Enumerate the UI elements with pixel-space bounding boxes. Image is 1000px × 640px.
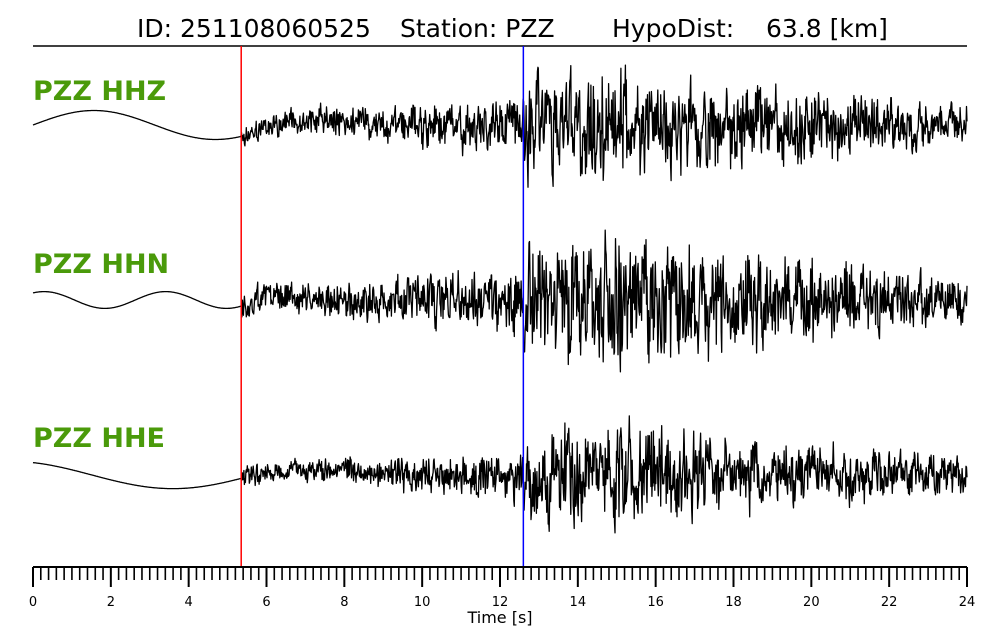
x-tick-label: 24	[959, 595, 976, 610]
x-tick-label: 6	[262, 595, 270, 610]
waveform-trace-3	[32, 415, 968, 534]
time-axis-ticks: 0 2 4 6 8 10 12 14 16 18 20 22 24	[29, 567, 975, 610]
x-tick-label: 2	[107, 595, 115, 610]
channel-label-hhn: PZZ HHN	[33, 249, 169, 280]
x-tick-label: 16	[647, 595, 664, 610]
pick-markers	[240, 46, 525, 567]
waveform-trace-1	[32, 64, 968, 188]
title-event-id: ID: 251108060525	[137, 14, 371, 43]
x-tick-label: 20	[803, 595, 820, 610]
x-tick-label: 14	[570, 595, 587, 610]
channel-label-hhe: PZZ HHE	[33, 423, 165, 454]
x-tick-label: 12	[492, 595, 509, 610]
x-tick-label: 22	[881, 595, 898, 610]
title-hypo-distance: HypoDist: 63.8 [km]	[612, 14, 888, 43]
time-axis: 0 2 4 6 8 10 12 14 16 18 20 22 24 Time [s]	[29, 566, 975, 627]
x-tick-label: 4	[185, 595, 193, 610]
figure-title: ID: 251108060525 Station: PZZ HypoDist: …	[137, 14, 888, 43]
waveform-trace-2	[32, 229, 968, 373]
title-station: Station: PZZ	[400, 14, 555, 43]
channel-labels: PZZ HHZ PZZ HHN PZZ HHE	[33, 76, 169, 454]
channel-label-hhz: PZZ HHZ	[33, 76, 166, 107]
x-tick-label: 18	[725, 595, 742, 610]
x-tick-label: 0	[29, 595, 37, 610]
traces-group	[32, 64, 968, 534]
x-tick-label: 8	[340, 595, 348, 610]
x-tick-label: 10	[414, 595, 431, 610]
x-axis-label: Time [s]	[466, 608, 532, 627]
